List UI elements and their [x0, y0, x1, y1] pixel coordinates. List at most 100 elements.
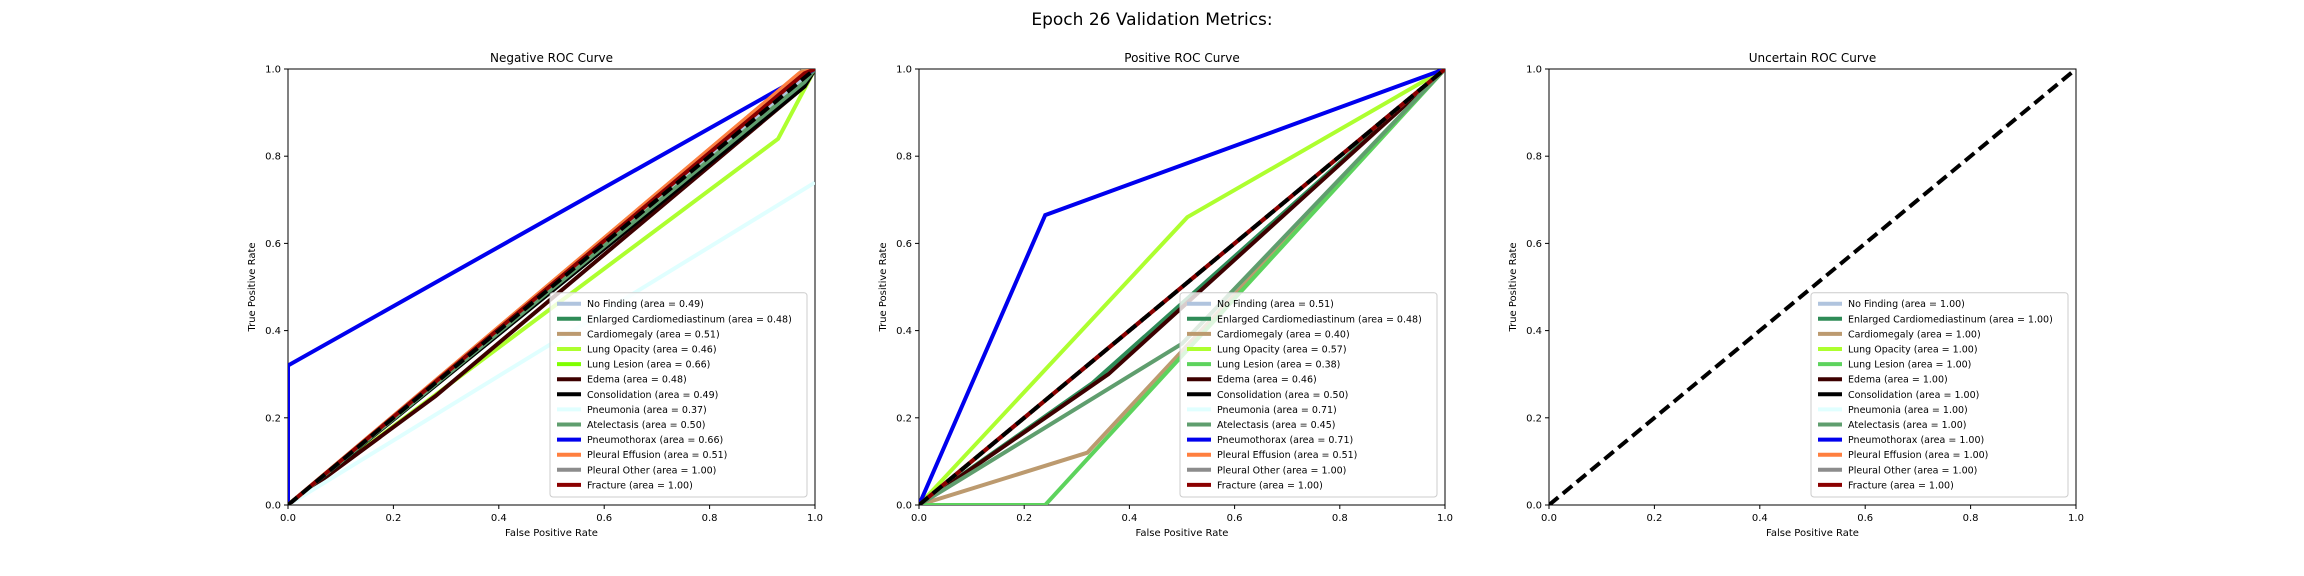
y-tick-label: 1.0	[896, 65, 912, 76]
legend-entry: Lung Opacity (area = 0.46)	[587, 345, 717, 356]
y-axis-label: True Positive Rate	[878, 242, 889, 332]
legend-entry: Edema (area = 0.48)	[587, 375, 687, 386]
legend-entry: Pneumothorax (area = 0.71)	[1217, 435, 1353, 446]
panel-title: Positive ROC Curve	[1124, 51, 1239, 65]
panel-title: Negative ROC Curve	[490, 51, 613, 65]
x-tick-label: 0.8	[1963, 513, 1979, 524]
x-tick-label: 0.0	[911, 513, 927, 524]
legend-box	[1179, 292, 1438, 498]
legend-entry: Cardiomegaly (area = 0.40)	[1217, 329, 1350, 340]
y-tick-label: 0.2	[265, 413, 281, 424]
x-tick-label: 0.6	[1857, 513, 1873, 524]
y-tick-label: 0.8	[1526, 152, 1542, 163]
legend-entry: No Finding (area = 1.00)	[1848, 299, 1965, 310]
y-tick-label: 1.0	[265, 65, 281, 76]
x-tick-label: 0.0	[280, 513, 296, 524]
y-tick-label: 0.0	[896, 501, 912, 512]
legend: No Finding (area = 0.51) Enlarged Cardiom…	[1179, 292, 1438, 498]
diagonal-reference-line	[288, 69, 815, 505]
y-tick-label: 0.6	[265, 239, 281, 250]
x-tick-label: 0.2	[1646, 513, 1662, 524]
roc-line	[919, 69, 1445, 505]
y-tick-label: 0.2	[896, 413, 912, 424]
legend: No Finding (area = 0.49) Enlarged Cardiom…	[549, 292, 808, 498]
series-group	[919, 69, 1445, 505]
series-group	[288, 69, 815, 505]
legend-entry: Enlarged Cardiomediastinum (area = 1.00)	[1848, 314, 2053, 325]
legend-entry: Consolidation (area = 1.00)	[1848, 390, 1979, 401]
legend-entry: Lung Lesion (area = 0.38)	[1217, 360, 1340, 371]
roc-panel-3: Uncertain ROC Curve 0.0 0.2 0.4 0.6 0.8 1.0 0.0…	[1508, 51, 2084, 539]
legend-entry: Pneumonia (area = 0.37)	[587, 405, 707, 416]
legend-entry: Fracture (area = 1.00)	[587, 480, 693, 491]
x-tick-label: 0.2	[385, 513, 401, 524]
y-tick-label: 0.0	[265, 501, 281, 512]
legend-entry: Atelectasis (area = 0.50)	[587, 420, 705, 431]
series-group	[1549, 69, 2076, 505]
legend-entry: Pneumothorax (area = 1.00)	[1848, 435, 1984, 446]
legend-entry: Pleural Effusion (area = 1.00)	[1848, 450, 1988, 461]
x-tick-label: 0.2	[1016, 513, 1032, 524]
y-tick-label: 0.6	[896, 239, 912, 250]
diagonal-reference-line	[919, 69, 1445, 505]
y-tick-label: 0.4	[265, 326, 281, 337]
x-tick-label: 0.6	[596, 513, 612, 524]
legend-entry: Lung Lesion (area = 0.66)	[587, 360, 710, 371]
legend-entry: Pleural Other (area = 1.00)	[1848, 465, 1977, 476]
legend-entry: Consolidation (area = 0.49)	[587, 390, 718, 401]
legend-entry: No Finding (area = 0.51)	[1217, 299, 1334, 310]
legend-entry: Edema (area = 1.00)	[1848, 375, 1948, 386]
y-tick-label: 0.6	[1526, 239, 1542, 250]
y-tick-label: 0.2	[1526, 413, 1542, 424]
legend-entry: Fracture (area = 1.00)	[1217, 480, 1323, 491]
legend-entry: Pleural Other (area = 1.00)	[1217, 465, 1346, 476]
roc-line	[919, 69, 1445, 505]
x-tick-label: 0.4	[1121, 513, 1137, 524]
y-tick-label: 0.8	[265, 152, 281, 163]
y-tick-label: 0.8	[896, 152, 912, 163]
legend-box	[1810, 292, 2069, 498]
legend-entry: Pleural Effusion (area = 0.51)	[1217, 450, 1357, 461]
x-tick-label: 0.8	[702, 513, 718, 524]
legend: No Finding (area = 1.00) Enlarged Cardiom…	[1810, 292, 2069, 498]
x-tick-label: 1.0	[2068, 513, 2084, 524]
legend-entry: Enlarged Cardiomediastinum (area = 0.48)	[1217, 314, 1422, 325]
y-axis-label: True Positive Rate	[1508, 242, 1519, 332]
legend-entry: Pneumonia (area = 0.71)	[1217, 405, 1337, 416]
legend-box	[549, 292, 808, 498]
figure-title: Epoch 26 Validation Metrics:	[1031, 10, 1272, 30]
y-tick-label: 0.4	[1526, 326, 1542, 337]
legend-entry: Cardiomegaly (area = 1.00)	[1848, 329, 1981, 340]
legend-entry: Lung Opacity (area = 0.57)	[1217, 345, 1347, 356]
x-tick-label: 1.0	[1437, 513, 1453, 524]
legend-entry: Edema (area = 0.46)	[1217, 375, 1317, 386]
legend-entry: Atelectasis (area = 0.45)	[1217, 420, 1335, 431]
x-tick-label: 0.0	[1541, 513, 1557, 524]
x-axis-label: False Positive Rate	[1136, 528, 1229, 539]
legend-entry: Lung Lesion (area = 1.00)	[1848, 360, 1971, 371]
roc-line	[288, 69, 815, 505]
roc-panel-2: Positive ROC Curve 0.0 0.2 0.4 0.6 0.8 1.0 0.0 0…	[878, 51, 1453, 539]
legend-entry: Pneumothorax (area = 0.66)	[587, 435, 723, 446]
legend-entry: Pleural Other (area = 1.00)	[587, 465, 716, 476]
legend-entry: Atelectasis (area = 1.00)	[1848, 420, 1966, 431]
legend-entry: Consolidation (area = 0.50)	[1217, 390, 1348, 401]
legend-entry: Pleural Effusion (area = 0.51)	[587, 450, 727, 461]
x-tick-label: 1.0	[807, 513, 823, 524]
legend-entry: No Finding (area = 0.49)	[587, 299, 704, 310]
x-axis-label: False Positive Rate	[505, 528, 598, 539]
y-tick-label: 0.0	[1526, 501, 1542, 512]
legend-entry: Lung Opacity (area = 1.00)	[1848, 345, 1978, 356]
diagonal-reference-line	[1549, 69, 2076, 505]
y-tick-label: 0.4	[896, 326, 912, 337]
x-tick-label: 0.4	[1752, 513, 1768, 524]
y-axis-label: True Positive Rate	[247, 242, 258, 332]
x-tick-label: 0.6	[1227, 513, 1243, 524]
roc-line	[919, 69, 1445, 505]
x-axis-label: False Positive Rate	[1766, 528, 1859, 539]
roc-panel-1: Negative ROC Curve 0.0 0.2 0.4 0.6 0.8 1.0 0.0 0…	[247, 51, 823, 539]
y-tick-label: 1.0	[1526, 65, 1542, 76]
panel-title: Uncertain ROC Curve	[1749, 51, 1877, 65]
legend-entry: Cardiomegaly (area = 0.51)	[587, 329, 720, 340]
